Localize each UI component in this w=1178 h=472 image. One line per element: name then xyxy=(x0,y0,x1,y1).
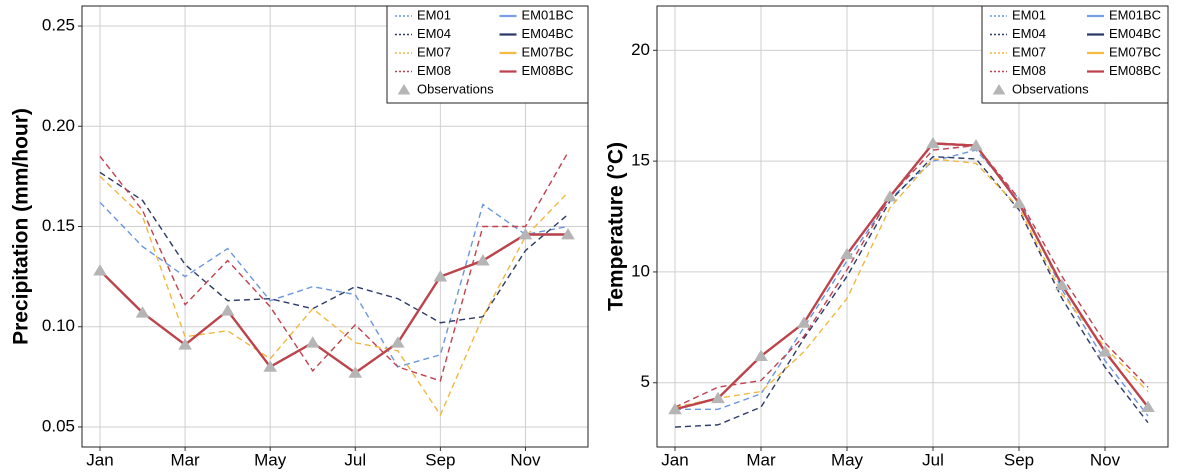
y-tick-label: 0.20 xyxy=(42,116,75,135)
legend-label: EM08BC xyxy=(1109,63,1161,78)
legend-label: EM01BC xyxy=(1109,7,1161,22)
observation-marker xyxy=(348,366,363,378)
y-tick-label: 0.15 xyxy=(42,216,75,235)
x-tick-label: Jul xyxy=(922,450,944,469)
legend: EM01 EM04 EM07 EM08 EM01BC EM04BC EM07BC EM08BC… xyxy=(981,5,1169,104)
series-line xyxy=(99,233,568,375)
legend-label: Observations xyxy=(1012,81,1089,96)
observation-marker xyxy=(178,338,192,350)
legend-label: EM07BC xyxy=(1109,44,1161,59)
observation-marker xyxy=(1012,196,1026,209)
series-line xyxy=(99,175,569,417)
legend-label: EM07 xyxy=(1012,44,1046,59)
legend-box xyxy=(981,5,1169,104)
x-tick-label: Mar xyxy=(170,450,200,469)
x-tick-label: Nov xyxy=(510,450,541,469)
observation-marker xyxy=(476,254,490,266)
legend-label: EM08 xyxy=(1012,63,1046,78)
series-line xyxy=(674,144,1149,408)
observation-marker xyxy=(969,139,983,151)
series-line xyxy=(99,233,568,375)
series-line xyxy=(99,171,569,324)
y-tick-label: 0.10 xyxy=(42,316,75,335)
observation-marker xyxy=(1055,278,1069,291)
series-line xyxy=(99,201,569,368)
observation-marker xyxy=(220,304,235,316)
y-axis-label: Temperature (°C) xyxy=(605,142,628,311)
series-line xyxy=(99,233,568,375)
x-tick-label: Jan xyxy=(661,450,688,469)
y-tick-label: 5 xyxy=(641,372,650,391)
series-line xyxy=(674,155,1149,428)
legend-label: EM04 xyxy=(417,26,451,41)
x-tick-label: Nov xyxy=(1090,450,1121,469)
observation-marker xyxy=(797,316,811,328)
legend-label: EM08 xyxy=(417,63,451,78)
observation-marker xyxy=(135,306,150,318)
observation-marker xyxy=(754,349,768,362)
legend-marker xyxy=(397,84,411,95)
legend-box xyxy=(386,5,589,104)
observation-marker xyxy=(518,228,533,240)
x-tick-label: Jan xyxy=(86,450,113,469)
series-line xyxy=(674,158,1149,408)
legend-label: EM01BC xyxy=(522,7,574,22)
legend-label: EM04BC xyxy=(522,26,574,41)
observation-marker xyxy=(1098,345,1112,357)
legend-label: EM08BC xyxy=(522,63,574,78)
plot-frame xyxy=(81,5,589,448)
legend-marker xyxy=(992,84,1006,95)
legend-label: EM04BC xyxy=(1109,26,1161,41)
series-line xyxy=(675,149,1149,417)
legend-label: EM07 xyxy=(417,44,451,59)
series-line xyxy=(674,142,1149,411)
observation-marker xyxy=(668,402,682,415)
y-tick-label: 0.05 xyxy=(42,416,75,435)
y-tick-label: 15 xyxy=(631,151,650,170)
y-tick-label: 10 xyxy=(631,261,650,280)
y-axis-label: Precipitation (mm/hour) xyxy=(10,108,33,345)
x-tick-label: Mar xyxy=(746,450,776,469)
observation-marker xyxy=(93,264,107,276)
y-tick-label: 0.25 xyxy=(42,16,75,35)
legend-label: EM01 xyxy=(1012,7,1046,22)
legend-label: EM07BC xyxy=(522,44,574,59)
x-tick-label: May xyxy=(254,450,287,469)
legend-label: Observations xyxy=(417,81,494,96)
observation-marker xyxy=(433,270,448,282)
series-line xyxy=(99,151,569,382)
x-tick-label: Sep xyxy=(1004,450,1034,469)
observation-marker xyxy=(1141,400,1155,412)
legend-label: EM01 xyxy=(417,7,451,22)
observation-marker xyxy=(840,247,854,260)
x-tick-label: May xyxy=(831,450,864,469)
x-tick-label: Jul xyxy=(344,450,366,469)
y-tick-label: 20 xyxy=(631,40,650,59)
observation-marker xyxy=(390,336,405,348)
legend-label: EM04 xyxy=(1012,26,1046,41)
x-tick-label: Sep xyxy=(425,450,455,469)
observation-marker xyxy=(561,228,575,240)
chart: 0.05 0.10 0.15 0.20 0.25 Jan Mar May Jul Sep Nov Pr… xyxy=(10,5,589,469)
series-line xyxy=(99,233,568,375)
observation-marker xyxy=(305,336,320,348)
observation-marker xyxy=(263,360,278,372)
plot-frame xyxy=(656,5,1169,448)
observation-marker xyxy=(926,136,940,149)
chart: 5 10 15 20 Jan Mar May Jul Sep Nov Temperature (°C… xyxy=(605,5,1169,469)
legend: EM01 EM04 EM07 EM08 EM01BC EM04BC EM07BC EM08BC… xyxy=(386,5,589,104)
observation-marker xyxy=(711,391,725,404)
observation-marker xyxy=(883,190,897,202)
